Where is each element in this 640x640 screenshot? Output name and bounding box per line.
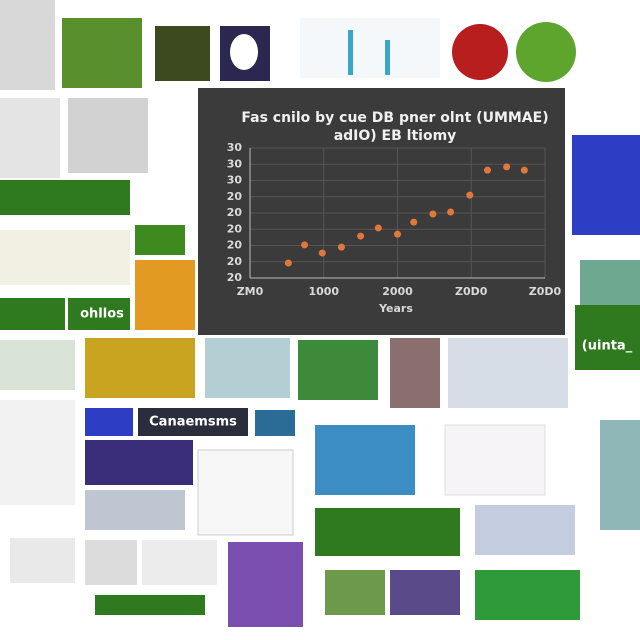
tile	[85, 440, 193, 485]
y-tick-label: 20	[227, 271, 243, 284]
tile	[315, 425, 415, 495]
tile	[300, 18, 440, 78]
x-tick-label: 2000	[382, 285, 413, 298]
tile	[10, 538, 75, 583]
tile	[575, 305, 640, 370]
chart-title: Fas cnilo by cue DB pner olnt (UMMAE)	[241, 110, 548, 126]
chart-subtitle: adIO) EB ltiomy	[334, 128, 457, 144]
tile	[197, 449, 294, 536]
tile	[0, 400, 75, 505]
tile	[448, 338, 568, 408]
tile	[205, 338, 290, 398]
tile	[298, 340, 378, 400]
x-tick-label: Z0D0	[529, 285, 562, 298]
tile	[315, 508, 460, 556]
tile	[142, 540, 217, 585]
tile	[0, 98, 60, 178]
tile	[0, 230, 130, 285]
tile	[95, 595, 205, 615]
point	[301, 241, 309, 249]
tile	[390, 570, 460, 615]
x-tick-label: ZM0	[237, 285, 264, 298]
tile	[390, 338, 440, 408]
tile	[85, 540, 137, 585]
tile	[230, 34, 258, 70]
tile	[135, 260, 195, 330]
y-tick-label: 20	[227, 190, 243, 203]
x-tick-label: 1000	[308, 285, 339, 298]
tile	[572, 135, 640, 235]
tile	[475, 505, 575, 555]
tile	[444, 424, 546, 496]
chart-panel	[198, 88, 565, 335]
banner-text: Canaemsms	[149, 415, 237, 430]
y-tick-label: 30	[227, 174, 243, 187]
point	[520, 166, 528, 174]
tile	[138, 408, 248, 436]
tile	[85, 408, 133, 436]
banner-text: ohllos	[80, 307, 124, 322]
tile	[348, 30, 353, 75]
point	[483, 166, 491, 174]
x-axis-label: Years	[378, 302, 413, 315]
tile	[255, 410, 295, 436]
tile	[475, 570, 580, 620]
tile	[0, 298, 65, 330]
tile	[155, 26, 210, 81]
tile	[68, 298, 130, 330]
point	[357, 232, 365, 240]
point	[284, 259, 292, 267]
tile	[0, 180, 130, 215]
point	[466, 191, 474, 199]
point	[318, 249, 326, 257]
tile	[325, 570, 385, 615]
tile	[228, 542, 303, 627]
tile	[68, 98, 148, 173]
tiles	[0, 0, 640, 627]
point	[447, 208, 455, 216]
tile	[85, 490, 185, 530]
point	[337, 243, 345, 251]
point	[394, 230, 401, 238]
banner-text: (uinta_	[582, 339, 633, 354]
point	[410, 218, 418, 226]
y-tick-label: 20	[227, 239, 243, 252]
y-tick-label: 30	[227, 141, 243, 154]
plot: 20 20 20 20 20 20 30 30 30 ZM0 1000 2000 Z0D0 Z0D0	[227, 141, 562, 298]
tile	[385, 40, 390, 75]
y-tick-label: 20	[227, 222, 243, 235]
point	[429, 210, 437, 218]
point	[374, 224, 382, 232]
point	[503, 163, 511, 171]
tile	[0, 0, 55, 90]
tile	[580, 260, 640, 305]
tile	[516, 22, 576, 82]
y-tick-label: 20	[227, 255, 243, 268]
tile	[0, 340, 75, 390]
tile	[62, 18, 142, 88]
tile	[452, 24, 508, 80]
tile	[85, 338, 195, 398]
tile	[135, 225, 185, 255]
tile	[600, 420, 640, 530]
x-tick-label: Z0D0	[455, 285, 488, 298]
y-tick-label: 20	[227, 206, 243, 219]
y-tick-label: 30	[227, 157, 243, 170]
